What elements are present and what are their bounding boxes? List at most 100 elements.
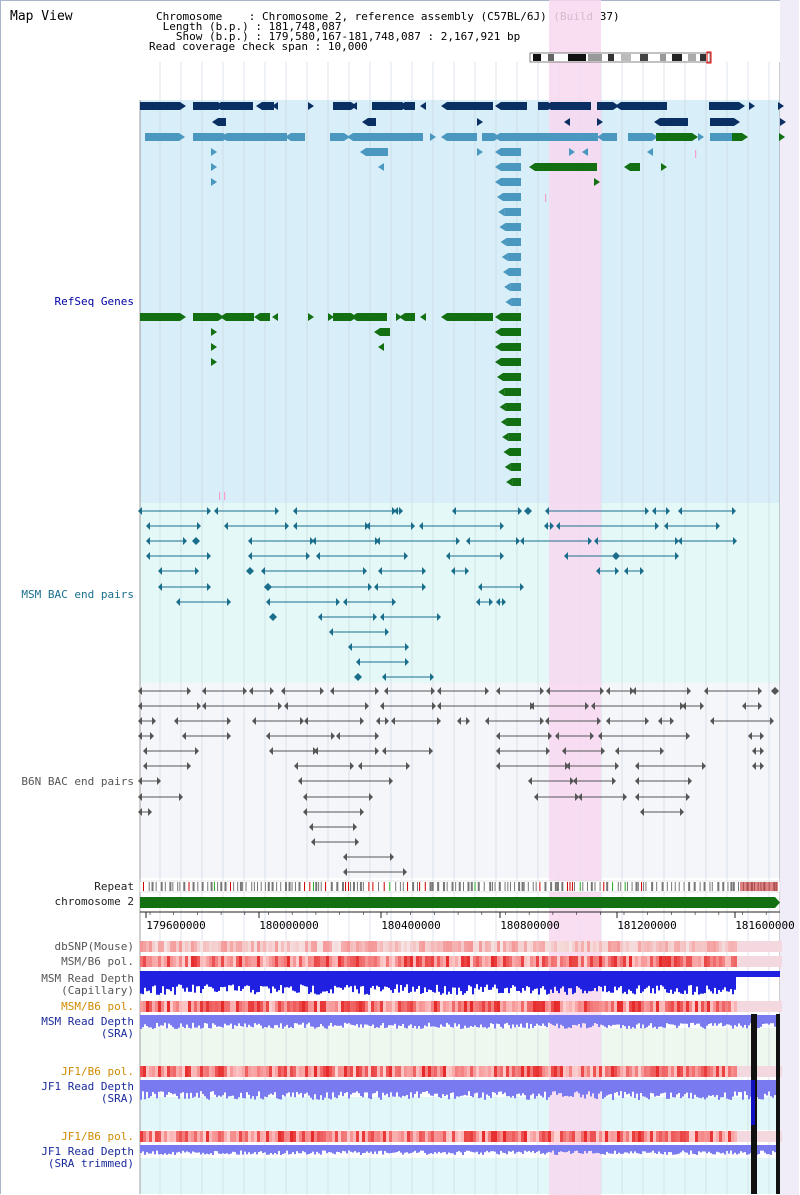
track-label-repeat[interactable]: Repeat: [94, 880, 134, 893]
msm-sra-depth-bar: [394, 1015, 396, 1024]
jf1-b6-pol-cell: [524, 1131, 527, 1142]
jf1-trim-depth-bar: [468, 1145, 470, 1151]
msm-capillary-depth-bar: [232, 971, 234, 985]
jf1-b6-pol-cell: [650, 1131, 653, 1142]
msm-capillary-depth-bar: [148, 971, 150, 991]
jf1-sra-depth-bar: [272, 1080, 274, 1095]
dbsnp-cell: [590, 941, 593, 952]
track-label-jf1-depth-sra[interactable]: JF1 Read Depth (SRA): [41, 1080, 134, 1105]
msm-capillary-depth-bar: [648, 971, 650, 986]
dbsnp-cell: [647, 941, 650, 952]
repeat-element: [169, 882, 172, 891]
track-label-chromosome[interactable]: chromosome 2: [54, 895, 134, 908]
msm-sra-depth-bar: [192, 1015, 194, 1023]
track-label-msm-depth-sra[interactable]: MSM Read Depth (SRA): [41, 1015, 134, 1040]
dbsnp-cell: [695, 941, 698, 952]
dbsnp-cell: [371, 941, 374, 952]
jf1-trim-depth-bar: [176, 1145, 178, 1153]
msm-capillary-depth-bar: [198, 971, 200, 987]
msm-capillary-depth-bar: [502, 971, 504, 993]
bac-end-marker: [528, 507, 532, 515]
jf1-b6-pol-cell: [584, 1131, 587, 1142]
jf1-sra-depth-bar: [744, 1080, 746, 1092]
gene-block: [380, 328, 390, 336]
msm-b6-pol-cell: [500, 956, 503, 967]
msm-capillary-depth-bar: [710, 971, 712, 992]
jf1-sra-depth-bar: [426, 1080, 428, 1092]
bac-end-marker: [770, 717, 774, 725]
gene-block: [193, 313, 218, 321]
msm-b6-pol-cell: [161, 1001, 164, 1012]
track-label-refseq[interactable]: RefSeq Genes: [54, 295, 134, 308]
track-label-msm-b6-pol-1[interactable]: MSM/B6 pol.: [61, 955, 134, 968]
bac-end-marker: [550, 522, 554, 530]
jf1-b6-pol-cell: [365, 1131, 368, 1142]
msm-sra-depth-bar: [316, 1015, 318, 1028]
repeat-element: [539, 882, 541, 891]
track-label-jf1-depth-trim[interactable]: JF1 Read Depth (SRA trimmed): [41, 1145, 134, 1170]
track-label-msm-bac[interactable]: MSM BAC end pairs: [21, 588, 134, 601]
msm-capillary-depth-bar: [714, 971, 716, 988]
jf1-sra-depth-bar: [402, 1080, 404, 1096]
msm-sra-depth-bar: [272, 1015, 274, 1029]
jf1-b6-pol-cell: [395, 1066, 398, 1077]
msm-b6-pol-cell: [197, 1001, 200, 1012]
jf1-sra-depth-bar: [208, 1080, 210, 1100]
track-label-jf1-b6-pol-1[interactable]: JF1/B6 pol.: [61, 1065, 134, 1078]
jf1-sra-depth-bar: [518, 1080, 520, 1094]
msm-capillary-depth-bar: [168, 971, 170, 990]
track-label-b6n-bac[interactable]: B6N BAC end pairs: [21, 775, 134, 788]
jf1-trim-depth-bar: [664, 1145, 666, 1152]
jf1-trim-depth-bar: [768, 1145, 770, 1155]
repeat-element: [477, 882, 480, 891]
gene-arrow: [624, 163, 630, 171]
msm-sra-depth-bar: [626, 1015, 628, 1029]
jf1-trim-depth-bar: [472, 1145, 474, 1153]
msm-b6-pol-cell: [620, 1001, 623, 1012]
msm-b6-pol-cell: [761, 1001, 764, 1012]
jf1-sra-depth-bar: [774, 1080, 776, 1096]
jf1-b6-pol-cell: [275, 1131, 278, 1142]
track-label-dbsnp[interactable]: dbSNP(Mouse): [54, 940, 134, 953]
dbsnp-cell: [593, 941, 596, 952]
bac-end-marker: [248, 552, 252, 560]
jf1-b6-pol-cell: [473, 1131, 476, 1142]
msm-capillary-depth-bar: [286, 971, 288, 988]
msm-sra-depth-bar: [264, 1015, 266, 1027]
jf1-b6-pol-cell: [203, 1066, 206, 1077]
msm-b6-pol-cell: [290, 956, 293, 967]
msm-b6-pol-cell: [281, 1001, 284, 1012]
jf1-sra-depth-bar: [624, 1080, 626, 1092]
repeat-element: [535, 882, 537, 891]
msm-b6-pol-cell: [737, 1001, 740, 1012]
gene-block: [140, 313, 180, 321]
jf1-b6-pol-cell: [620, 1131, 623, 1142]
msm-b6-pol-cell: [719, 1001, 722, 1012]
jf1-sra-depth-bar: [360, 1080, 362, 1097]
track-label-jf1-b6-pol-2[interactable]: JF1/B6 pol.: [61, 1130, 134, 1143]
dbsnp-cell: [338, 941, 341, 952]
dbsnp-cell: [701, 941, 704, 952]
msm-capillary-depth-bar: [628, 971, 630, 990]
msm-sra-depth-bar: [602, 1015, 604, 1026]
ideogram-band: [568, 54, 586, 61]
jf1-trim-depth-bar: [376, 1145, 378, 1154]
jf1-sra-depth-bar: [574, 1080, 576, 1093]
jf1-sra-depth-bar: [438, 1080, 440, 1097]
jf1-sra-depth-bar: [412, 1080, 414, 1098]
dbsnp-cell: [278, 941, 281, 952]
jf1-sra-depth-bar: [650, 1080, 652, 1093]
msm-capillary-depth-bar: [636, 971, 638, 989]
jf1-b6-pol-cell: [515, 1131, 518, 1142]
jf1-b6-pol-cell: [347, 1131, 350, 1142]
jf1-sra-depth-bar: [722, 1080, 724, 1098]
jf1-b6-pol-cell: [710, 1066, 713, 1077]
dbsnp-cell: [176, 941, 179, 952]
msm-b6-pol-cell: [386, 1001, 389, 1012]
track-label-msm-b6-pol-2[interactable]: MSM/B6 pol.: [61, 1000, 134, 1013]
jf1-trim-depth-bar: [234, 1145, 236, 1153]
jf1-b6-pol-cell: [146, 1131, 149, 1142]
jf1-b6-pol-cell: [185, 1066, 188, 1077]
track-label-msm-depth-cap[interactable]: MSM Read Depth (Capillary): [41, 972, 134, 997]
